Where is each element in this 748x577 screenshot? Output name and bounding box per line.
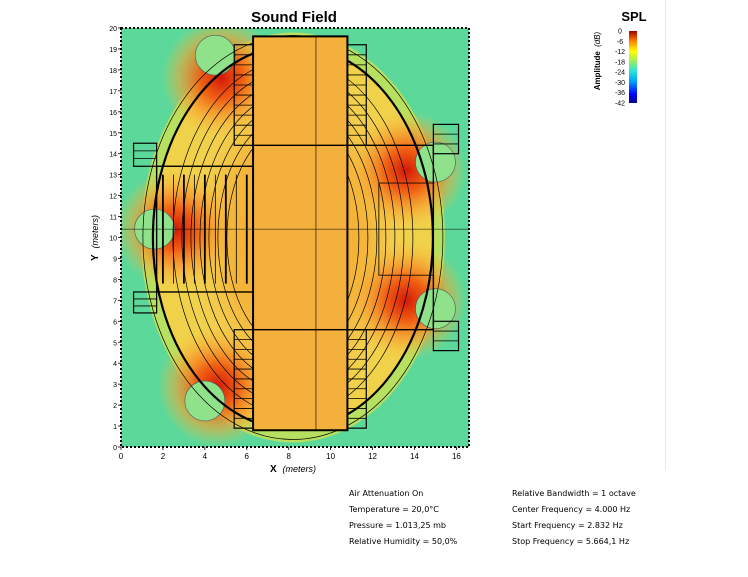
x-axis: 0 2 4 6 8 10 12 14 16 [119, 447, 461, 461]
stair-left-upper [132, 142, 158, 167]
y-tick-label-9: 9 [113, 256, 117, 263]
speaker-4 [415, 288, 456, 330]
y-tick-label-20: 20 [109, 26, 117, 33]
y-tick-label-11: 11 [110, 215, 117, 222]
colorbar-label: Amplitude (dB) [593, 31, 602, 90]
colorbar-tick-label-3: -18 [615, 59, 625, 66]
x-tick-label-1: 2 [161, 452, 166, 461]
hotspot-3 [346, 110, 467, 231]
colorbar-tick-label-6: -36 [615, 90, 625, 97]
x-tick-label-0: 0 [119, 452, 124, 461]
stair-top-left [233, 44, 254, 146]
x-axis-label: X (meters) [270, 464, 316, 475]
y-tick-label-7: 7 [113, 298, 117, 305]
hotspot-0 [161, 28, 282, 139]
y-tick-label-10: 10 [109, 236, 117, 243]
info-air-attenuation: Air Attenuation On [349, 489, 424, 498]
page-divider [665, 0, 666, 470]
info-center-frequency: Center Frequency = 4.000 Hz [512, 505, 631, 514]
x-tick-label-3: 6 [245, 452, 250, 461]
y-tick-label-15: 15 [109, 131, 117, 138]
info-stop-frequency: Stop Frequency = 5.664,1 Hz [512, 537, 630, 546]
colorbar-label-main: Amplitude [593, 51, 602, 91]
air-attenuation-info: Air Attenuation On Temperature = 20,0°C … [349, 486, 457, 550]
y-axis-label: Y (meters) [90, 215, 101, 261]
y-tick-label-14: 14 [109, 152, 117, 159]
colorbar-ticks: 0 -6 -12 -18 -24 -30 -36 -42 [615, 29, 625, 108]
y-tick-label-3: 3 [113, 382, 117, 389]
colorbar-label-unit: (dB) [593, 31, 602, 46]
info-bandwidth: Relative Bandwidth = 1 octave [512, 489, 636, 498]
y-tick-label-0: 0 [113, 445, 117, 452]
colorbar-gradient [629, 31, 637, 103]
y-tick-label-17: 17 [109, 89, 117, 96]
colorbar-tick-label-1: -6 [617, 39, 623, 46]
stair-left-lower [132, 291, 158, 314]
y-axis-label-main: Y [90, 254, 101, 261]
x-axis-label-unit: (meters) [282, 464, 316, 474]
x-tick-label-6: 12 [368, 452, 377, 461]
x-tick-label-5: 10 [326, 452, 335, 461]
colorbar-tick-label-0: 0 [618, 29, 622, 36]
speaker-0 [195, 34, 236, 76]
stage-column [252, 35, 349, 432]
x-axis-label-main: X [270, 464, 277, 475]
y-tick-label-13: 13 [109, 173, 117, 180]
x-tick-label-2: 4 [203, 452, 208, 461]
colorbar-tick-label-2: -12 [615, 49, 625, 56]
info-pressure: Pressure = 1.013,25 mb [349, 521, 446, 530]
stair-right-upper [432, 123, 460, 155]
x-tick-label-4: 8 [286, 452, 291, 461]
venue-outline [121, 35, 469, 440]
y-tick-label-12: 12 [109, 194, 117, 201]
colorbar-tick-label-7: -42 [615, 101, 625, 108]
y-axis-label-unit: (meters) [90, 215, 100, 249]
colorbar-tick-label-4: -24 [615, 70, 625, 77]
info-humidity: Relative Humidity = 50,0% [349, 537, 458, 546]
y-tick-label-16: 16 [109, 110, 117, 117]
colorbar: SPL Amplitude (dB) 0 -6 -12 -18 -24 -30 -36 -42 [593, 9, 647, 108]
y-tick-label-8: 8 [113, 277, 117, 284]
y-tick-label-6: 6 [113, 319, 117, 326]
stair-bottom-left [233, 329, 254, 429]
stair-bottom-right [346, 329, 367, 429]
y-tick-label-4: 4 [113, 361, 117, 368]
y-tick-label-19: 19 [109, 47, 117, 54]
colorbar-title: SPL [621, 9, 646, 24]
colorbar-tick-label-5: -30 [615, 80, 625, 87]
info-temperature: Temperature = 20,0°C [349, 505, 439, 514]
stair-top-right [346, 44, 367, 146]
info-start-frequency: Start Frequency = 2.832 Hz [512, 521, 623, 530]
frequency-info: Relative Bandwidth = 1 octave Center Fre… [512, 486, 636, 550]
stair-right-lower [432, 320, 460, 352]
x-tick-label-8: 16 [452, 452, 461, 461]
y-tick-label-5: 5 [113, 340, 117, 347]
chart-title: Sound Field [251, 9, 337, 26]
y-tick-label-1: 1 [113, 424, 117, 431]
x-tick-label-7: 14 [410, 452, 419, 461]
sound-field [121, 28, 469, 447]
plot-area [120, 27, 470, 448]
y-tick-label-18: 18 [109, 68, 117, 75]
y-tick-label-2: 2 [113, 403, 117, 410]
